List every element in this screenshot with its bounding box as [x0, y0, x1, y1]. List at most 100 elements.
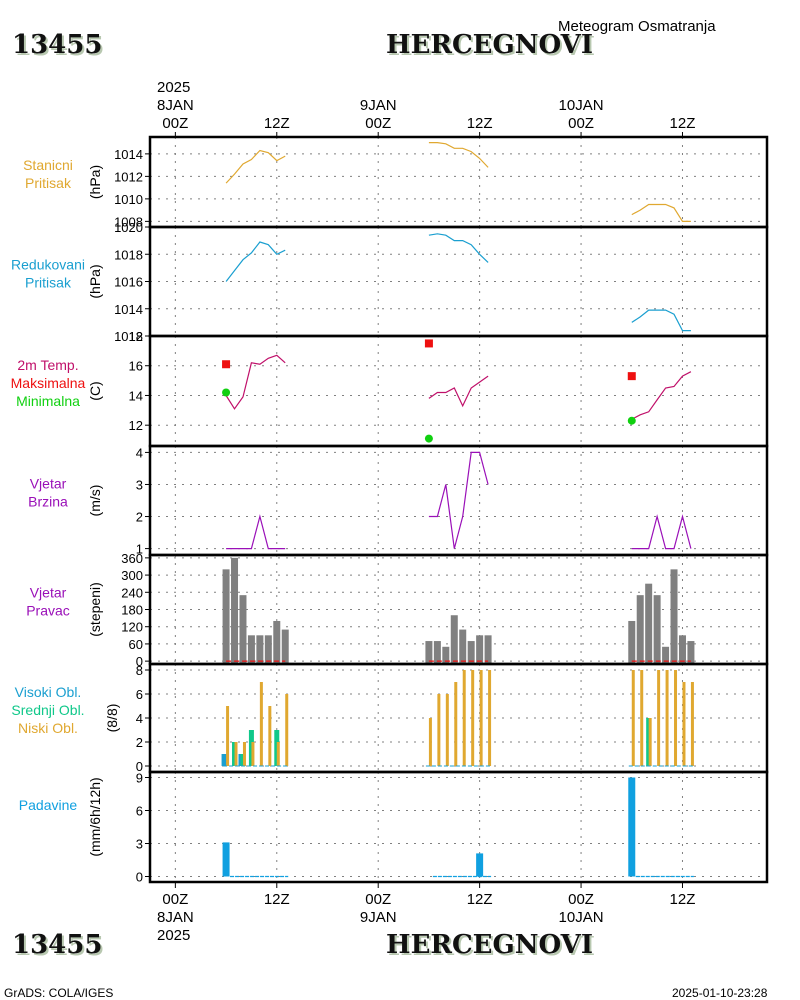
- time-tick-label-top: 12Z: [467, 115, 493, 132]
- wind-speed-line: [428, 451, 489, 549]
- tmin-marker: [627, 416, 636, 425]
- y-tick-label: 12: [129, 418, 143, 433]
- tmax-marker: [222, 360, 231, 369]
- temperature-line: [428, 375, 489, 408]
- cloud-bar-low: [657, 670, 661, 766]
- precipitation-bar: [476, 853, 484, 877]
- time-tick-label-top: 00Z: [162, 115, 188, 132]
- y-tick-label: 180: [121, 603, 143, 618]
- wind-direction-bar: [484, 635, 492, 664]
- panel-label: Brzina: [28, 494, 68, 510]
- credit-text: GrADS: COLA/IGES: [4, 986, 113, 1000]
- tmin-marker: [222, 388, 231, 397]
- y-tick-label: 1: [136, 542, 143, 557]
- y-axis-label: (hPa): [87, 264, 103, 298]
- y-tick-label: 3: [136, 837, 143, 852]
- cloud-bar-low: [242, 742, 246, 766]
- y-tick-label: 6: [136, 687, 143, 702]
- reduced-pressure-line: [631, 309, 691, 332]
- cloud-bar-low: [648, 718, 652, 766]
- chart-subtitle: Meteogram Osmatranja: [558, 18, 716, 35]
- wind-direction-bar: [231, 557, 239, 664]
- year-label-bottom: 2025: [157, 927, 190, 944]
- panel-label: Pritisak: [25, 275, 72, 291]
- panel-label: Redukovani: [11, 257, 85, 273]
- panel-label: Pritisak: [25, 175, 72, 191]
- y-axis-label: (C): [87, 381, 103, 400]
- panel-label: Srednji Obl.: [11, 702, 84, 718]
- wind-direction-bar: [628, 620, 636, 664]
- time-tick-label-bottom: 12Z: [264, 891, 290, 908]
- y-tick-label: 1014: [114, 302, 143, 317]
- y-tick-label: 4: [136, 445, 143, 460]
- panel-frame: [148, 334, 769, 448]
- panel-frame: [148, 770, 769, 884]
- y-tick-label: 16: [129, 359, 143, 374]
- cloud-bar-low: [479, 670, 483, 766]
- y-tick-label: 0: [136, 759, 143, 774]
- wind-direction-bar: [636, 595, 644, 664]
- wind-direction-bar: [247, 635, 255, 664]
- temperature-line: [225, 354, 286, 410]
- y-tick-label: 1016: [114, 275, 143, 290]
- y-tick-label: 1020: [114, 220, 143, 235]
- y-axis-label: (hPa): [87, 165, 103, 199]
- time-tick-label-top: 00Z: [568, 115, 594, 132]
- wind-direction-bar: [264, 635, 272, 664]
- cloud-bar-high: [221, 754, 228, 766]
- precipitation-bar: [222, 842, 230, 877]
- cloud-bar-low: [690, 682, 694, 766]
- station-pressure-line: [225, 149, 286, 184]
- y-tick-label: 2: [136, 510, 143, 525]
- time-tick-label-bottom: 00Z: [568, 891, 594, 908]
- cloud-bar-low: [665, 670, 669, 766]
- wind-direction-bar: [670, 569, 678, 664]
- wind-direction-bar: [476, 635, 484, 664]
- cloud-bar-low: [682, 682, 686, 766]
- time-tick-label-bottom: 12Z: [467, 891, 493, 908]
- y-tick-label: 3: [136, 477, 143, 492]
- time-tick-label-top: 00Z: [365, 115, 391, 132]
- wind-direction-bar: [678, 635, 686, 664]
- y-tick-label: 1018: [114, 247, 143, 262]
- cloud-bar-low: [285, 694, 289, 766]
- wind-direction-bar: [442, 646, 450, 664]
- y-tick-label: 1014: [114, 147, 143, 162]
- panel-temperature: 12 14 16 18 2m Temp. Maksimalna Minimalna (C): [11, 329, 769, 448]
- footer-station-id: 13455: [12, 930, 102, 960]
- temperature-line: [631, 371, 692, 420]
- panel-label: Maksimalna: [11, 375, 86, 391]
- cloud-bar-low: [445, 694, 449, 766]
- time-tick-label-top: 12Z: [670, 115, 696, 132]
- panel-label: Vjetar: [30, 585, 67, 601]
- cloud-bar-low: [471, 670, 475, 766]
- cloud-bar-low: [674, 670, 678, 766]
- cloud-bar-low: [428, 718, 432, 766]
- y-tick-label: 60: [129, 637, 143, 652]
- cloud-bar-low: [234, 742, 238, 766]
- time-tick-label-bottom: 00Z: [365, 891, 391, 908]
- y-tick-label: 0: [136, 870, 143, 885]
- y-tick-label: 300: [121, 568, 143, 583]
- panel-label: Vjetar: [30, 476, 67, 492]
- footer-station-name: HERCEGNOVI: [386, 930, 593, 960]
- date-label-bottom: 8JAN: [157, 909, 194, 926]
- y-tick-label: 360: [121, 551, 143, 566]
- wind-direction-bar: [645, 583, 653, 664]
- precipitation-bar: [628, 777, 636, 877]
- y-tick-label: 9: [136, 771, 143, 786]
- cloud-bar-low: [488, 670, 492, 766]
- wind-direction-bar: [450, 615, 458, 664]
- panel-label: Padavine: [19, 797, 78, 813]
- y-axis-label: (stepeni): [87, 582, 103, 636]
- date-label-bottom: 10JAN: [559, 909, 604, 926]
- wind-direction-bar: [662, 646, 670, 664]
- panel-label: Minimalna: [16, 393, 80, 409]
- wind-speed-line: [631, 514, 692, 550]
- y-tick-label: 14: [129, 388, 143, 403]
- panel-wind-speed: 1 2 3 4 Vjetar Brzina (m/s): [28, 444, 769, 557]
- station-id-shadow: 13455: [14, 32, 104, 62]
- y-tick-label: 1008: [114, 214, 143, 229]
